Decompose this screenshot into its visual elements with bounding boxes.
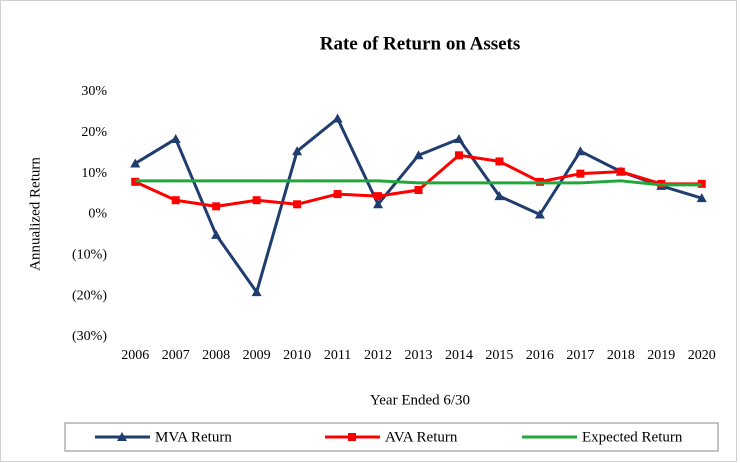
- marker: [252, 196, 261, 205]
- marker: [414, 186, 423, 194]
- y-tick-label: 30%: [81, 84, 107, 99]
- x-tick-label: 2019: [647, 348, 675, 363]
- x-tick-label: 2015: [485, 348, 513, 363]
- marker: [454, 151, 463, 160]
- marker: [332, 113, 343, 123]
- marker: [495, 157, 504, 166]
- x-tick-label: 2006: [121, 348, 149, 363]
- x-tick-label: 2014: [445, 348, 473, 363]
- marker: [333, 190, 342, 199]
- x-tick-label: 2013: [405, 348, 433, 363]
- line: [135, 179, 702, 187]
- x-tick-label: 2012: [364, 348, 392, 363]
- x-tick-label: 2017: [566, 348, 594, 363]
- marker: [211, 229, 222, 239]
- marker: [575, 146, 586, 156]
- legend-label: Expected Return: [582, 429, 683, 445]
- marker: [251, 287, 262, 297]
- marker: [171, 196, 180, 205]
- legend-box: [64, 422, 719, 452]
- marker: [453, 133, 464, 143]
- marker: [170, 133, 181, 143]
- x-tick-label: 2016: [526, 348, 554, 363]
- y-tick-label: (30%): [72, 329, 107, 344]
- marker: [292, 146, 303, 156]
- y-tick-label: 0%: [88, 207, 107, 222]
- x-tick-label: 2008: [202, 348, 230, 363]
- marker: [130, 158, 141, 168]
- marker: [616, 167, 625, 176]
- marker: [534, 209, 545, 219]
- y-tick-label: (10%): [72, 248, 107, 263]
- y-axis-title: Annualized Return: [27, 157, 43, 271]
- chart-title: Rate of Return on Assets: [320, 33, 521, 54]
- x-tick-label: 2011: [324, 348, 351, 363]
- marker: [374, 192, 383, 201]
- marker: [293, 200, 302, 209]
- marker: [696, 193, 707, 203]
- x-tick-label: 2009: [243, 348, 271, 363]
- legend-label: AVA Return: [385, 429, 458, 445]
- x-axis-title: Year Ended 6/30: [370, 392, 470, 408]
- marker: [373, 199, 384, 209]
- x-tick-label: 2007: [162, 348, 190, 363]
- x-tick-label: 2020: [688, 348, 716, 363]
- marker: [212, 202, 221, 211]
- y-tick-label: 20%: [81, 125, 107, 140]
- x-tick-label: 2010: [283, 348, 311, 363]
- legend-label: MVA Return: [155, 429, 232, 445]
- legend-marker: [117, 432, 127, 441]
- marker: [413, 150, 424, 160]
- y-tick-label: (20%): [72, 288, 107, 303]
- marker: [576, 169, 585, 178]
- x-tick-label: 2018: [607, 348, 635, 363]
- y-tick-label: 10%: [81, 166, 107, 181]
- marker: [494, 191, 505, 201]
- legend-marker: [348, 433, 356, 441]
